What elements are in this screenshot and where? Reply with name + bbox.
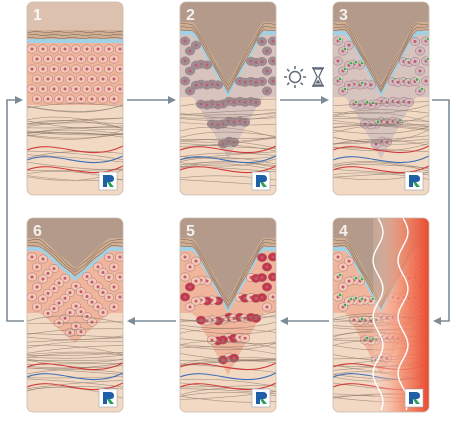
- skin-panel-2: 2: [179, 1, 277, 196]
- logo-icon: [98, 171, 118, 191]
- arrow-icon-6-to-1: [6, 96, 24, 322]
- panel-number: 2: [186, 7, 195, 24]
- skin-panel-5: 5: [179, 217, 277, 413]
- panel-number: 3: [339, 7, 348, 24]
- panels-layer: 1 2 3 4 5 6: [26, 1, 430, 413]
- hourglass-icon: [312, 67, 324, 87]
- skin-panel-6: 6: [26, 217, 124, 413]
- arrow-icon-4-to-5: [280, 317, 329, 325]
- skin-panel-4: 4: [332, 217, 430, 413]
- sun-icon: [284, 66, 306, 88]
- arrow-icon-5-to-6: [127, 317, 176, 325]
- flow-arrows: [6, 96, 450, 325]
- arrow-icon-2-to-3: [280, 96, 329, 104]
- logo-icon: [251, 171, 271, 191]
- skin-panel-1: 1: [26, 1, 124, 196]
- panel-number: 1: [33, 7, 42, 24]
- logo-icon: [404, 171, 424, 191]
- logo-icon: [404, 388, 424, 408]
- panel-number: 5: [186, 223, 195, 240]
- arrow-icon-3-to-4: [432, 99, 450, 325]
- logo-icon: [98, 388, 118, 408]
- panel-number: 6: [33, 223, 42, 240]
- logo-icon: [251, 388, 271, 408]
- arrow-icon-1-to-2: [127, 96, 176, 104]
- skin-panel-3: 3: [332, 1, 430, 196]
- panel-number: 4: [339, 223, 348, 240]
